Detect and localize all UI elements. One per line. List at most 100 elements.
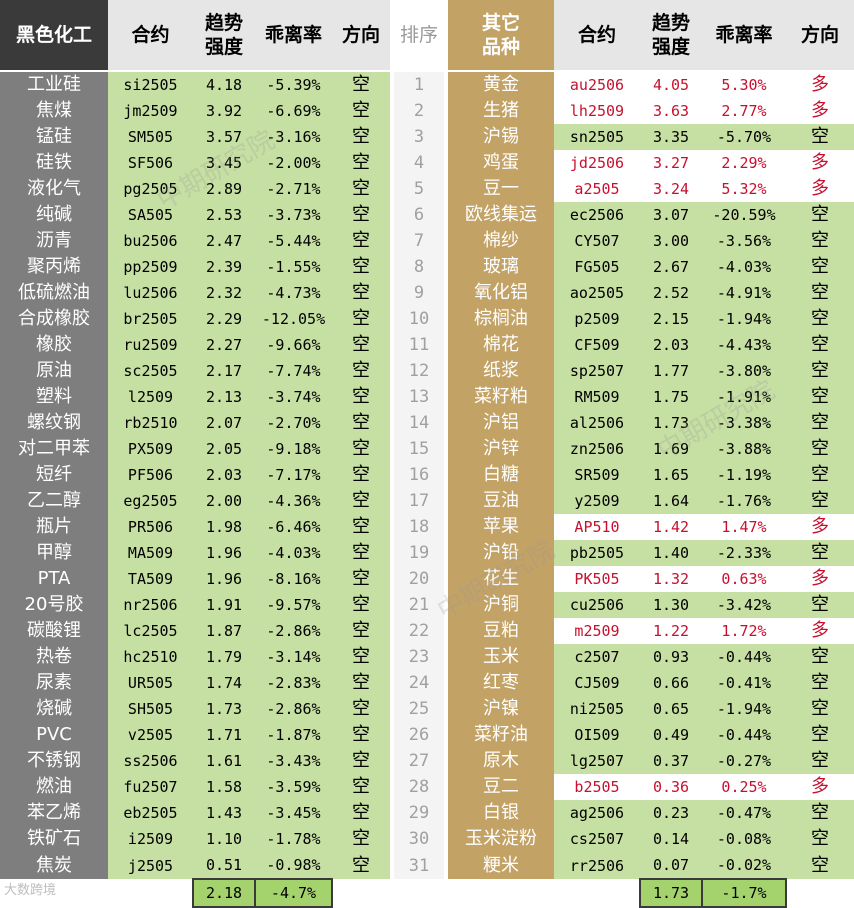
left-contract: rb2510 (108, 410, 193, 436)
right-direction: 空 (786, 826, 854, 852)
right-group-title-text: 其它 品种 (481, 12, 520, 58)
right-contract: SR509 (554, 462, 640, 488)
column-spacer (390, 280, 394, 306)
left-contract: pp2509 (108, 254, 193, 280)
column-spacer (444, 852, 448, 879)
left-product-name: PTA (0, 566, 108, 592)
left-product-name: 沥青 (0, 228, 108, 254)
right-dev: -0.08% (702, 826, 786, 852)
column-spacer (390, 852, 394, 879)
left-trend: 2.13 (193, 384, 255, 410)
rank-cell: 8 (394, 254, 444, 280)
header-spacer (444, 0, 448, 72)
left-dev: -7.17% (255, 462, 332, 488)
column-spacer (444, 98, 448, 124)
left-trend: 1.10 (193, 826, 255, 852)
left-dev: -6.69% (255, 98, 332, 124)
column-spacer (444, 306, 448, 332)
column-spacer (444, 722, 448, 748)
left-dev: -3.59% (255, 774, 332, 800)
rank-cell: 7 (394, 228, 444, 254)
left-trend: 2.53 (193, 202, 255, 228)
right-trend: 1.69 (640, 436, 702, 462)
left-dev: -3.43% (255, 748, 332, 774)
rank-cell: 31 (394, 852, 444, 879)
left-product-name: 甲醇 (0, 540, 108, 566)
right-trend: 1.65 (640, 462, 702, 488)
right-direction: 空 (786, 540, 854, 566)
right-dev: 1.72% (702, 618, 786, 644)
left-product-name: 燃油 (0, 774, 108, 800)
left-product-name: 塑料 (0, 384, 108, 410)
right-dev: 0.25% (702, 774, 786, 800)
right-contract-header: 合约 (554, 0, 640, 72)
right-trend: 1.42 (640, 514, 702, 540)
left-product-name: 苯乙烯 (0, 800, 108, 826)
left-product-name: 尿素 (0, 670, 108, 696)
left-direction: 空 (332, 228, 390, 254)
right-product-name: 豆油 (448, 488, 554, 514)
right-product-name: 红枣 (448, 670, 554, 696)
rank-cell: 21 (394, 592, 444, 618)
column-spacer (390, 592, 394, 618)
right-trend: 1.73 (640, 410, 702, 436)
right-direction: 空 (786, 228, 854, 254)
left-direction: 空 (332, 176, 390, 202)
left-product-name: 短纤 (0, 462, 108, 488)
footer-blank (332, 879, 390, 907)
left-trend: 0.51 (193, 852, 255, 879)
right-product-name: 棉纱 (448, 228, 554, 254)
right-contract: b2505 (554, 774, 640, 800)
right-product-name: 沪铅 (448, 540, 554, 566)
left-dev: -4.03% (255, 540, 332, 566)
right-contract: sn2505 (554, 124, 640, 150)
right-trend: 1.40 (640, 540, 702, 566)
table-body: 工业硅 si2505 4.18 -5.39% 空 1 黄金 au2506 4.05 5.30% 多焦… (0, 71, 854, 879)
right-dev: -0.02% (702, 852, 786, 879)
right-contract: al2506 (554, 410, 640, 436)
right-dev: -1.76% (702, 488, 786, 514)
right-group-title: 其它 品种 (448, 0, 554, 72)
right-dev: -0.27% (702, 748, 786, 774)
table-row: 短纤 PF506 2.03 -7.17% 空 16 白糖 SR509 1.65 -1.19% 空 (0, 462, 854, 488)
right-product-name: 氧化铝 (448, 280, 554, 306)
column-spacer (390, 696, 394, 722)
right-direction: 空 (786, 800, 854, 826)
trend-header-text: 趋势 强度 (651, 12, 690, 58)
right-direction: 多 (786, 176, 854, 202)
left-dev: -9.18% (255, 436, 332, 462)
right-dev-header: 乖离率 (702, 0, 786, 72)
right-contract: p2509 (554, 306, 640, 332)
right-product-name: 沪铝 (448, 410, 554, 436)
left-contract: eg2505 (108, 488, 193, 514)
left-product-name: 聚丙烯 (0, 254, 108, 280)
right-direction: 空 (786, 124, 854, 150)
left-trend: 1.87 (193, 618, 255, 644)
right-dev: -1.91% (702, 384, 786, 410)
right-trend: 1.22 (640, 618, 702, 644)
right-dev: 2.77% (702, 98, 786, 124)
column-spacer (390, 436, 394, 462)
rank-cell: 9 (394, 280, 444, 306)
column-spacer (444, 566, 448, 592)
table-row: 锰硅 SM505 3.57 -3.16% 空 3 沪锡 sn2505 3.35 -5.70% 空 (0, 124, 854, 150)
left-trend: 2.39 (193, 254, 255, 280)
left-trend: 2.29 (193, 306, 255, 332)
left-product-name: PVC (0, 722, 108, 748)
column-spacer (444, 410, 448, 436)
left-dev: -5.44% (255, 228, 332, 254)
right-product-name: 粳米 (448, 852, 554, 879)
header-spacer (390, 0, 394, 72)
header-row: 黑色化工 合约 趋势 强度 乖离率 方向 排序 其它 品种 合约 趋势 强度 乖… (0, 0, 854, 72)
column-spacer (444, 176, 448, 202)
right-dev: -2.33% (702, 540, 786, 566)
column-spacer (444, 540, 448, 566)
footer-blank (394, 879, 444, 907)
right-product-name: 沪锡 (448, 124, 554, 150)
column-spacer (390, 722, 394, 748)
left-avg-dev: -4.7% (254, 878, 333, 908)
left-product-name: 合成橡胶 (0, 306, 108, 332)
column-spacer (444, 358, 448, 384)
table-row: 合成橡胶 br2505 2.29 -12.05% 空 10 棕榈油 p2509 2.15 -1.9… (0, 306, 854, 332)
left-contract: PF506 (108, 462, 193, 488)
